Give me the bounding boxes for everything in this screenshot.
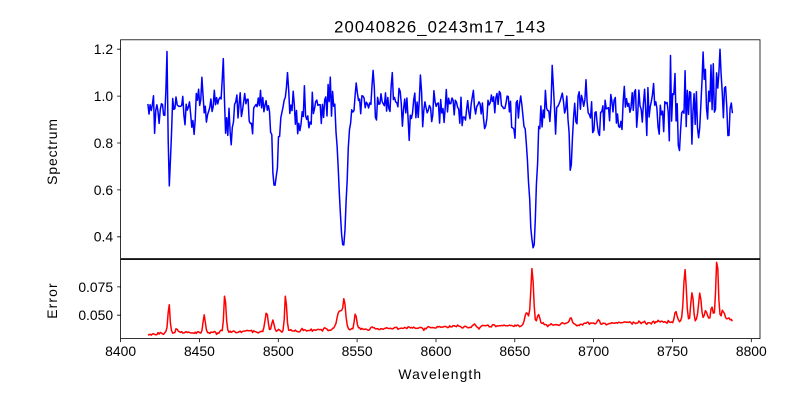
svg-text:Error: Error [44, 282, 60, 318]
svg-text:8750: 8750 [657, 343, 688, 359]
svg-text:8650: 8650 [499, 343, 530, 359]
svg-text:0.8: 0.8 [94, 135, 114, 151]
svg-text:8550: 8550 [342, 343, 373, 359]
svg-text:0.075: 0.075 [78, 279, 113, 295]
svg-text:Wavelength: Wavelength [398, 366, 482, 382]
svg-text:Spectrum: Spectrum [44, 118, 60, 185]
svg-text:8400: 8400 [105, 343, 136, 359]
svg-text:8700: 8700 [578, 343, 609, 359]
svg-text:8800: 8800 [736, 343, 767, 359]
svg-text:8600: 8600 [421, 343, 452, 359]
svg-text:1.0: 1.0 [94, 88, 114, 104]
svg-text:0.6: 0.6 [94, 182, 114, 198]
svg-text:0.050: 0.050 [78, 307, 113, 323]
svg-text:8450: 8450 [184, 343, 215, 359]
svg-text:1.2: 1.2 [94, 41, 114, 57]
svg-text:8500: 8500 [263, 343, 294, 359]
svg-text:0.4: 0.4 [94, 229, 114, 245]
svg-text:20040826_0243m17_143: 20040826_0243m17_143 [334, 18, 546, 37]
